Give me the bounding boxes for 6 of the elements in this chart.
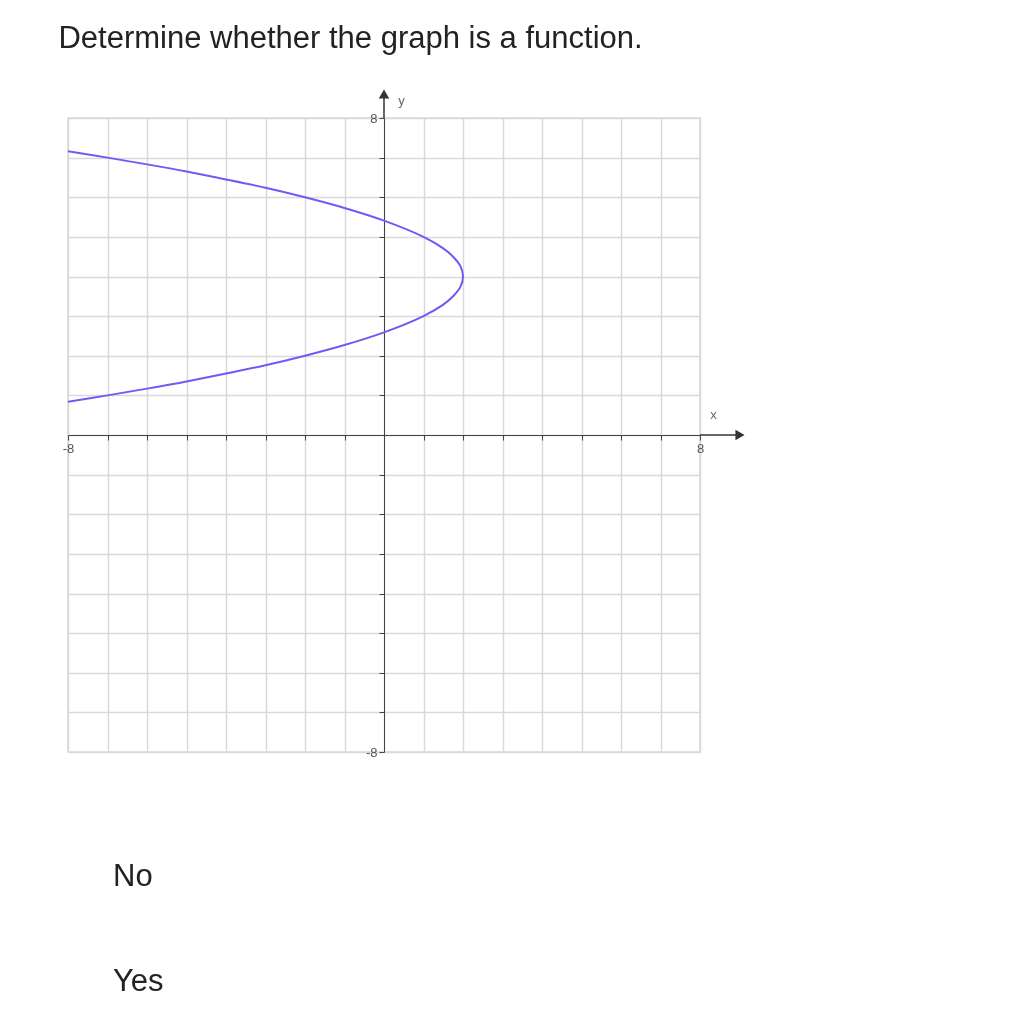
line-series <box>68 150 464 403</box>
text: Yes <box>113 963 164 998</box>
text: No <box>113 858 153 893</box>
y-axis-title: y <box>398 92 406 108</box>
x-axis-title: x <box>710 406 718 422</box>
chart-title: Determine whether the graph is a function. <box>58 19 643 55</box>
